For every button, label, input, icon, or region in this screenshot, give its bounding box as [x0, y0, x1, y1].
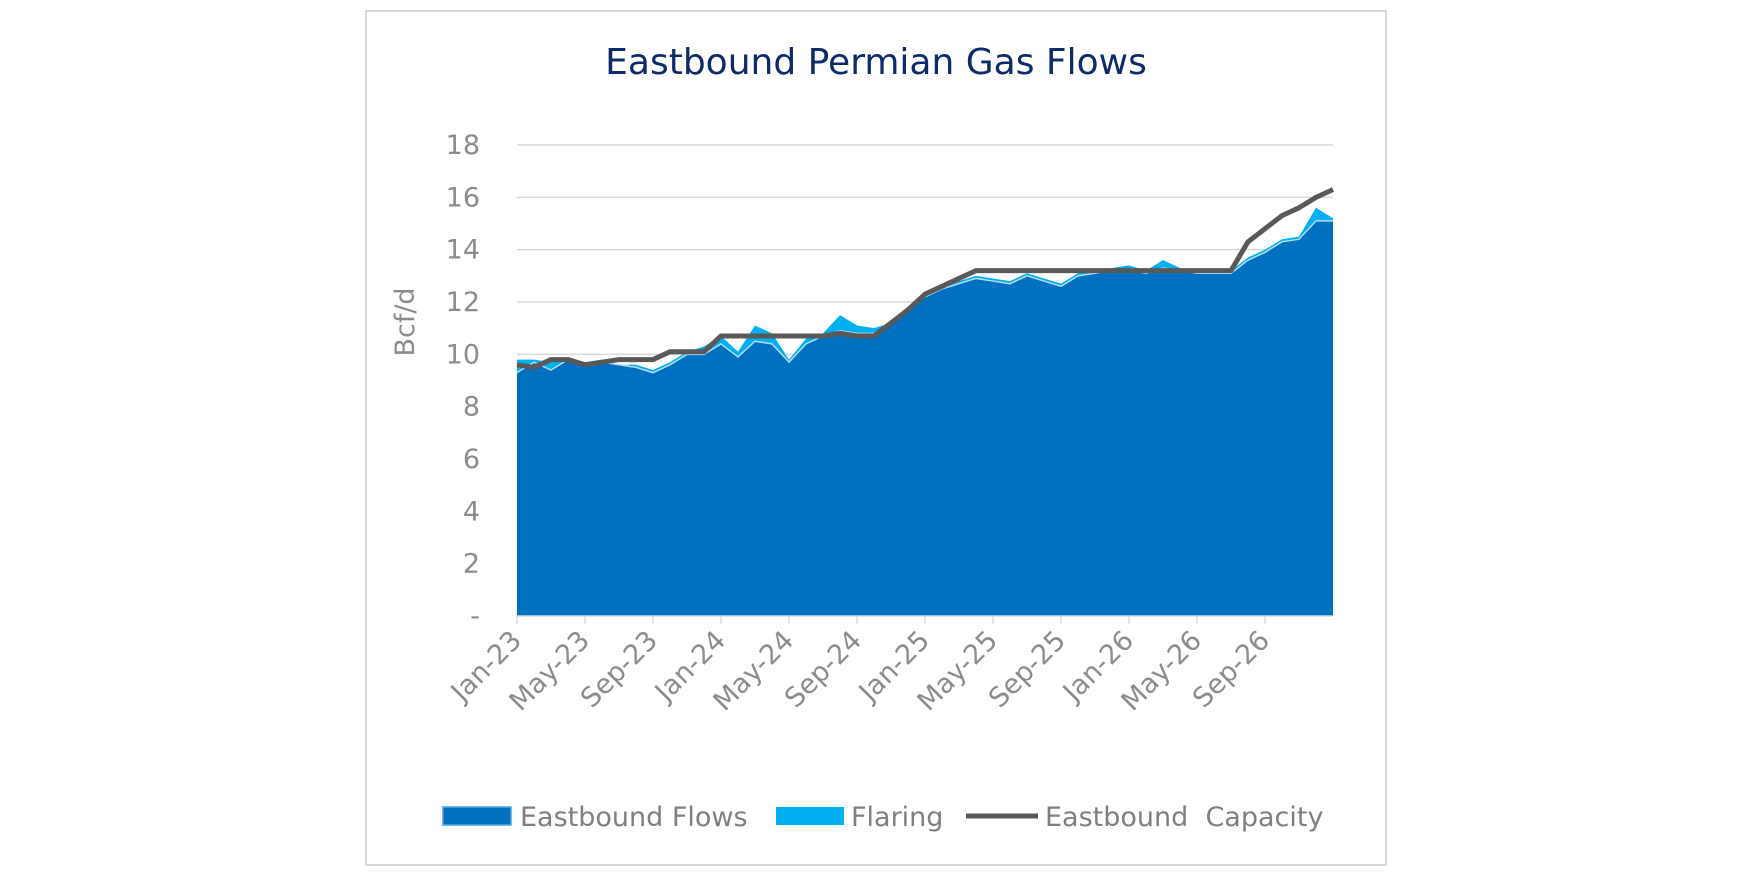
legend-swatch-flaring — [776, 807, 844, 825]
legend-swatch-eastbound-flows — [442, 806, 512, 826]
chart-title: Eastbound Permian Gas Flows — [605, 42, 1147, 83]
y-axis-ticks: - 2 4 6 8 10 12 14 16 18 — [446, 130, 480, 632]
y-tick-label-7: 14 — [446, 235, 480, 266]
y-axis-label: Bcf/d — [390, 287, 421, 356]
y-tick-label-8: 16 — [446, 182, 480, 213]
line-eastbound-capacity — [516, 187, 1335, 370]
x-tick-label-11: Sep-26 — [1187, 625, 1276, 714]
x-tick-label-5: Sep-24 — [779, 625, 868, 714]
y-tick-label-9: 18 — [446, 130, 480, 161]
y-tick-label-2: 4 — [463, 496, 480, 527]
area-eastbound-flows — [517, 220, 1333, 616]
legend: Eastbound Flows Flaring Eastbound Capaci… — [442, 802, 1323, 833]
y-tick-label-6: 12 — [446, 287, 480, 318]
x-tick-label-2: Sep-23 — [575, 625, 664, 714]
legend-label-eastbound-capacity: Eastbound Capacity — [1045, 802, 1323, 833]
legend-label-eastbound-flows: Eastbound Flows — [520, 802, 748, 833]
y-tick-label-4: 8 — [463, 392, 480, 423]
x-axis-ticks: Jan-23May-23Sep-23Jan-24May-24Sep-24Jan-… — [444, 616, 1276, 717]
y-tick-label-3: 6 — [463, 444, 480, 475]
plot-area — [516, 187, 1335, 617]
x-tick-label-8: Sep-25 — [983, 625, 1072, 714]
y-tick-label-0: - — [470, 601, 480, 632]
y-tick-label-5: 10 — [446, 339, 480, 370]
legend-label-flaring: Flaring — [851, 802, 943, 833]
y-tick-label-1: 2 — [463, 549, 480, 580]
